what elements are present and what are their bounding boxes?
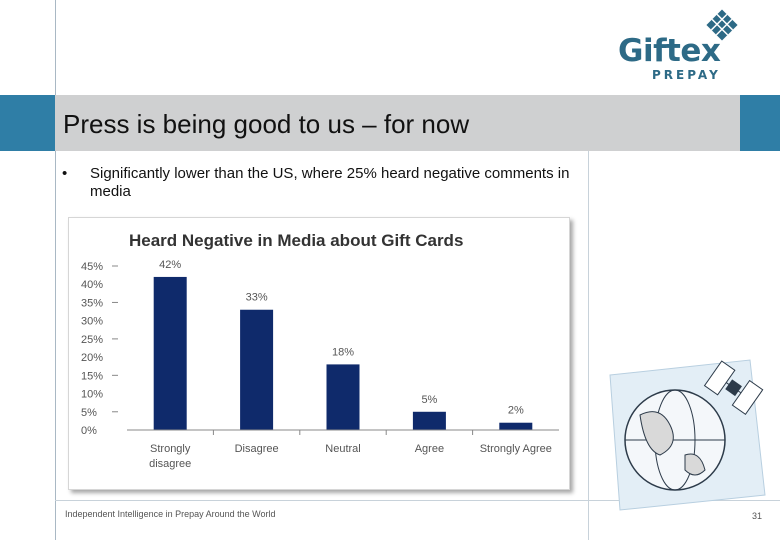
y-tick-label: 25% [81, 334, 103, 346]
left-divider-line [55, 0, 56, 540]
title-band-left-accent [0, 95, 55, 151]
title-band-right-accent [740, 95, 780, 151]
page-number: 31 [752, 511, 763, 521]
data-label: 33% [246, 292, 268, 304]
chart-title: Heard Negative in Media about Gift Cards [129, 231, 463, 250]
slide-title: Press is being good to us – for now [63, 109, 470, 139]
data-label: 5% [421, 394, 437, 406]
x-tick-label: Neutral [325, 443, 360, 455]
bar-5 [499, 422, 533, 430]
x-tick-label: Disagree [235, 443, 279, 455]
logo-subtitle: PREPAY [652, 68, 721, 82]
y-tick-label: 5% [81, 407, 97, 419]
bullet-marker: • [62, 165, 68, 182]
data-label: 42% [159, 259, 181, 271]
x-tick-label: Strongly [150, 443, 191, 455]
footer-text: Independent Intelligence in Prepay Aroun… [65, 509, 276, 519]
footer-divider-line [55, 500, 780, 501]
bar-1 [153, 276, 187, 430]
bar-3 [326, 364, 360, 430]
title-band: Press is being good to us – for now [0, 95, 780, 151]
giftex-logo: Giftex PREPAY [610, 5, 780, 85]
y-tick-label: 30% [81, 316, 103, 328]
x-tick-label: Agree [415, 443, 444, 455]
bullet-text: Significantly lower than the US, where 2… [90, 165, 570, 200]
bar-chart: Heard Negative in Media about Gift Cards… [81, 231, 559, 470]
y-tick-label: 45% [81, 261, 103, 273]
chart-panel: Heard Negative in Media about Gift Cards… [68, 217, 570, 490]
x-tick-label: Strongly Agree [480, 443, 552, 455]
logo-wordmark: Giftex [618, 33, 721, 69]
y-tick-label: 15% [81, 370, 103, 382]
data-label: 2% [508, 405, 524, 417]
y-tick-label: 35% [81, 297, 103, 309]
x-tick-label: disagree [149, 458, 191, 470]
globe-logo-icon [706, 9, 738, 41]
y-tick-label: 0% [81, 425, 97, 437]
satellite-globe-illustration [609, 359, 766, 511]
data-label: 18% [332, 346, 354, 358]
y-tick-label: 10% [81, 389, 103, 401]
bar-2 [240, 309, 274, 430]
y-tick-label: 40% [81, 279, 103, 291]
y-tick-label: 20% [81, 352, 103, 364]
bar-4 [412, 411, 446, 430]
right-divider-line [588, 150, 589, 540]
